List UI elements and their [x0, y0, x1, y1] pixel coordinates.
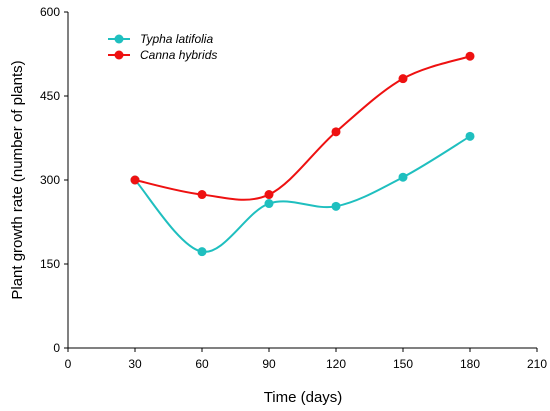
- series-line: [134, 55, 471, 201]
- series-1: [130, 51, 475, 201]
- y-tick-label: 600: [40, 5, 60, 19]
- y-tick-label: 0: [53, 341, 60, 355]
- legend-swatch-marker: [114, 50, 124, 60]
- legend-swatch-marker: [114, 34, 124, 44]
- data-point: [331, 201, 341, 211]
- x-tick-label: 30: [128, 357, 142, 371]
- series-0: [130, 131, 475, 257]
- x-tick-label: 120: [326, 357, 346, 371]
- x-tick-label: 210: [527, 357, 547, 371]
- data-point: [331, 127, 341, 137]
- data-point: [264, 199, 274, 209]
- data-point: [465, 131, 475, 141]
- legend: Typha latifolia Canna hybrids: [108, 32, 217, 62]
- y-tick-label: 300: [40, 173, 60, 187]
- legend-label: Typha latifolia: [140, 32, 213, 46]
- data-point: [398, 74, 408, 84]
- legend-label: Canna hybrids: [140, 48, 217, 62]
- x-ticks: 0 30 60 90 120 150 180 210: [65, 348, 547, 371]
- data-point: [264, 190, 274, 200]
- x-axis-title: Time (days): [264, 389, 343, 406]
- data-point: [197, 247, 207, 257]
- y-ticks: 0 150 300 450 600: [40, 5, 68, 355]
- x-tick-label: 150: [393, 357, 413, 371]
- series-line: [134, 135, 471, 253]
- data-point: [465, 51, 475, 61]
- x-tick-label: 60: [195, 357, 209, 371]
- data-point: [398, 172, 408, 182]
- data-point: [197, 190, 207, 200]
- series: [130, 51, 475, 257]
- x-tick-label: 90: [262, 357, 276, 371]
- x-tick-label: 180: [460, 357, 480, 371]
- y-tick-label: 450: [40, 89, 60, 103]
- x-tick-label: 0: [65, 357, 72, 371]
- y-axis-title: Plant growth rate (number of plants): [9, 60, 26, 299]
- data-point: [130, 175, 140, 185]
- y-tick-label: 150: [40, 257, 60, 271]
